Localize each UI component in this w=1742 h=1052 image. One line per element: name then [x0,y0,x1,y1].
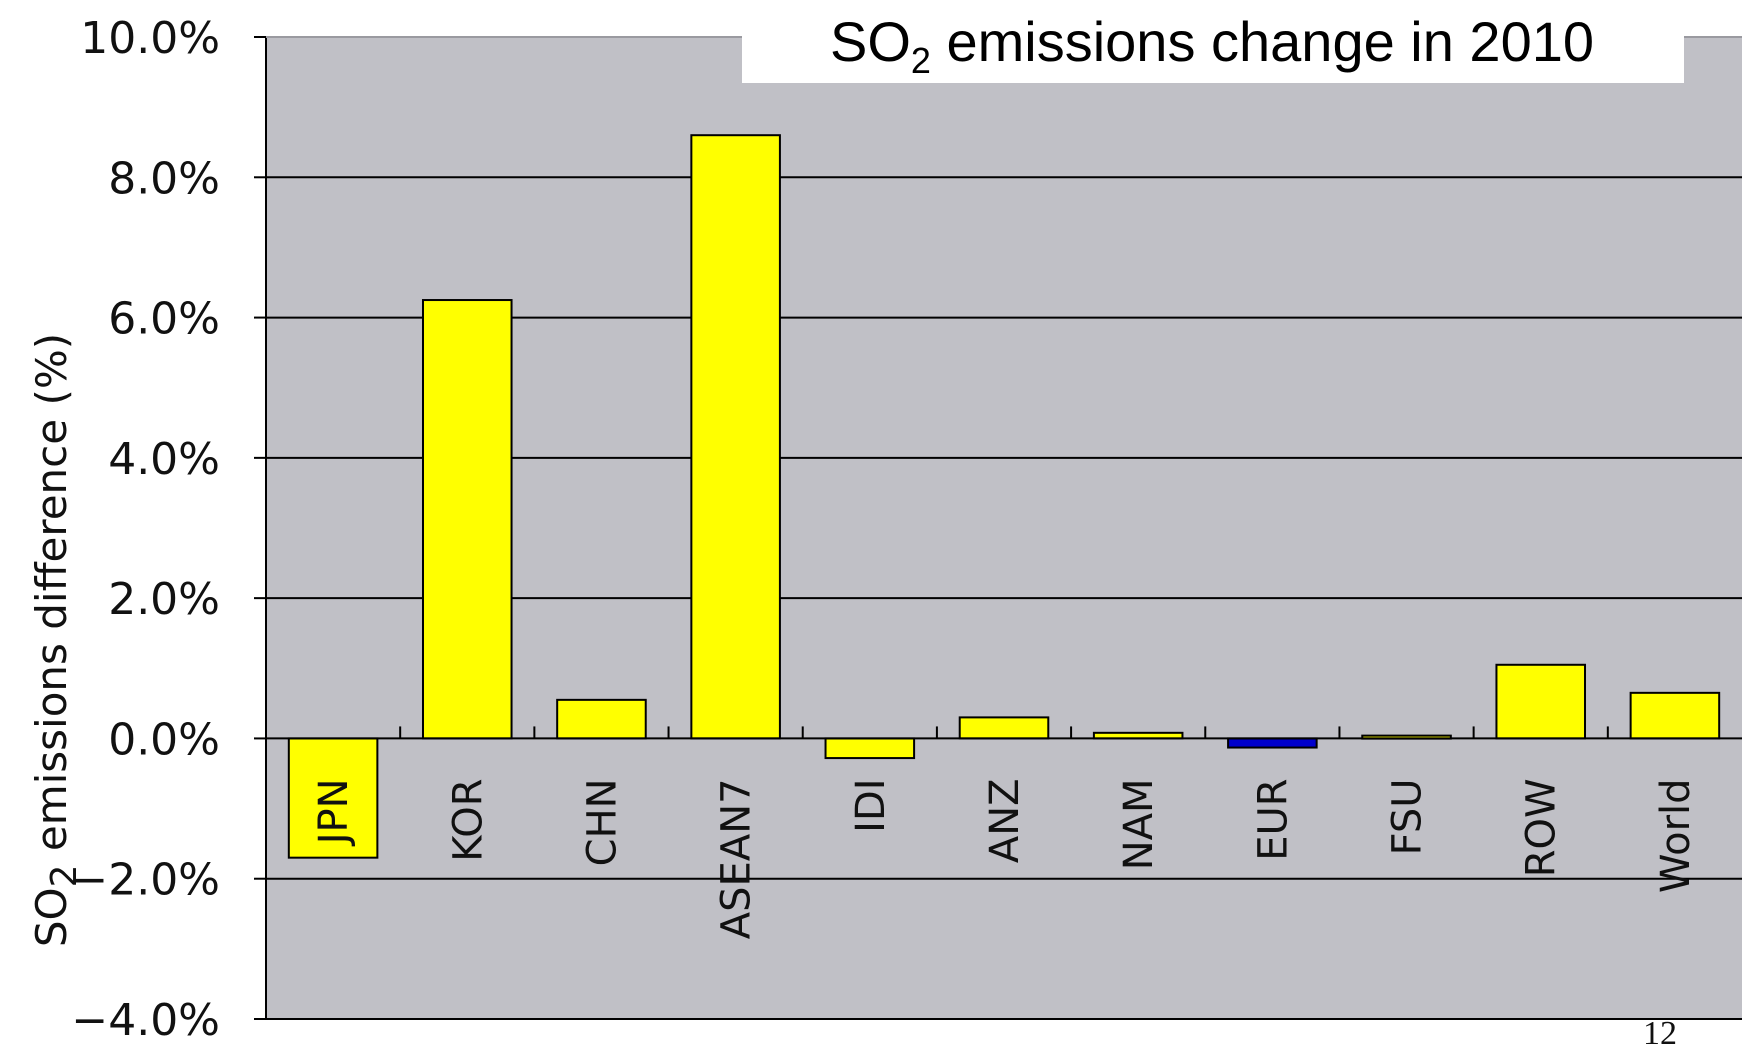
bar [421,299,513,740]
y-axis-label: SO2 emissions difference (%) [27,333,85,947]
bar [690,134,781,740]
bar [556,698,647,740]
category-label: NAM [1116,778,1162,870]
y-tick-label: 2.0% [108,574,220,625]
bar [958,716,1050,740]
category-label: ASEAN7 [714,778,760,939]
y-tick-label: −4.0% [71,995,220,1046]
page-number: 12 [1643,1015,1677,1052]
bar [1227,737,1318,749]
bar [1495,663,1587,740]
category-label: World [1653,778,1699,893]
category-label: KOR [445,778,491,861]
category-label: JPN [311,778,357,847]
y-tick-label: 6.0% [108,294,220,345]
y-axis-label-prefix: SO [27,887,76,947]
y-tick-label: 0.0% [108,714,220,765]
chart-title: SO2 emissions change in 2010 [830,10,1594,81]
title-box [742,7,1684,83]
chart-title-subscript: 2 [911,40,931,81]
chart-title-suffix: emissions change in 2010 [931,10,1594,73]
bars [287,134,1721,859]
y-axis-label-suffix: emissions difference (%) [27,333,76,865]
y-axis-label-subscript: 2 [44,865,85,888]
category-label: FSU [1385,778,1431,855]
y-tick-label: 8.0% [108,153,220,204]
y-tick-label: 4.0% [108,434,220,485]
bar [1629,691,1721,740]
category-label: IDI [848,778,894,832]
bar [824,737,916,760]
category-label: CHN [579,778,625,866]
category-label: EUR [1250,778,1296,860]
chart-title-prefix: SO [830,10,911,73]
bar [287,737,379,859]
category-label: ANZ [982,778,1028,863]
y-tick-label: −2.0% [71,855,220,906]
category-labels: JPN KOR CHN ASEAN7 IDI ANZ NAM EUR FSU ROW World [311,778,1699,939]
category-label: ROW [1519,778,1565,877]
y-tick-label: 10.0% [80,13,220,64]
y-tick-labels: −4.0% −2.0% 0.0% 2.0% 4.0% 6.0% 8.0% 10.0% [71,13,220,1046]
